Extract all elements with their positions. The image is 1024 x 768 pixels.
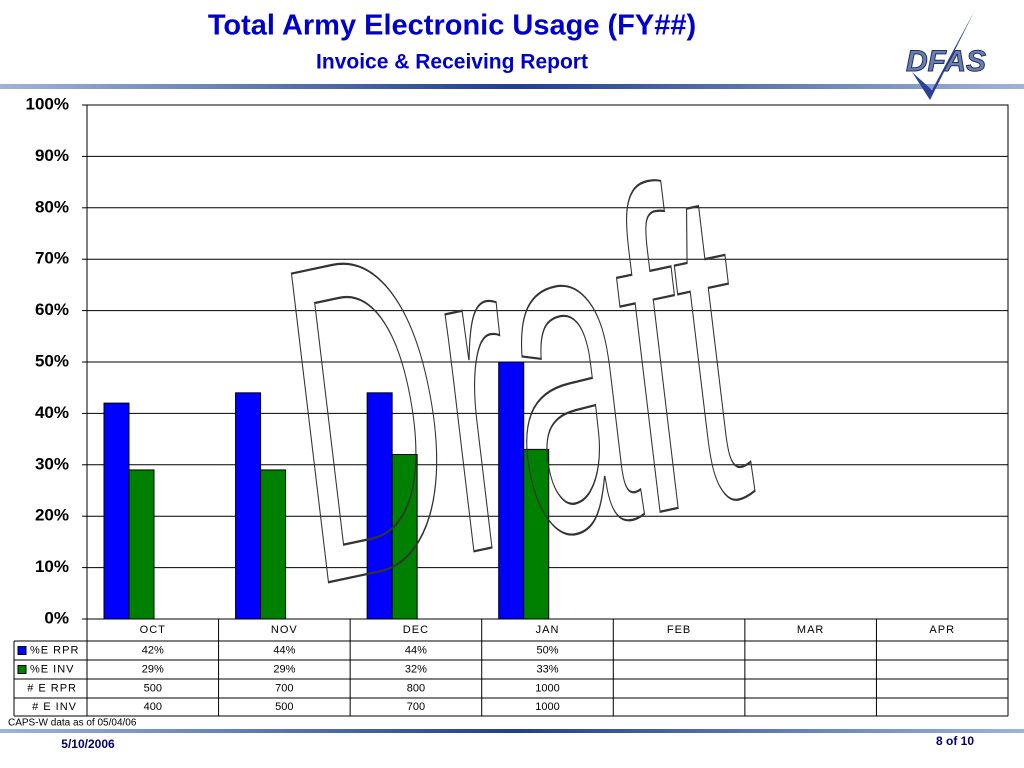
legend-label: %E RPR: [30, 644, 79, 656]
y-tick-label: 80%: [35, 197, 69, 216]
y-tick-label: 100%: [26, 94, 69, 113]
data-note: CAPS-W data as of 05/04/06: [8, 718, 137, 729]
bar: [391, 454, 418, 620]
logo-text: DFAS: [906, 45, 986, 78]
table-cell: 800: [407, 682, 425, 694]
table-cell: 400: [144, 701, 162, 713]
table-cell: 500: [275, 701, 293, 713]
table-cell: 32%: [405, 663, 427, 675]
bar: [523, 448, 550, 620]
chart-subtitle: Invoice & Receiving Report: [316, 51, 588, 74]
x-tick-label: OCT: [140, 624, 166, 636]
y-tick-label: 50%: [35, 351, 69, 370]
chart-title: Total Army Electronic Usage (FY##): [208, 10, 696, 42]
y-tick-label: 90%: [35, 146, 69, 165]
table-cell: 33%: [536, 663, 558, 675]
y-tick-label: 60%: [35, 300, 69, 319]
bar: [260, 469, 287, 620]
y-tick-label: 20%: [35, 506, 69, 525]
table-cell: 500: [144, 682, 162, 694]
x-tick-label: MAR: [797, 624, 824, 636]
x-tick-label: APR: [929, 624, 955, 636]
x-tick-label: NOV: [271, 624, 298, 636]
watermark: Draft: [238, 90, 795, 678]
footer-page: 8 of 10: [936, 734, 974, 748]
row-label: # E INV: [32, 701, 77, 713]
table-cell: 42%: [142, 644, 164, 656]
table-cell: 700: [407, 701, 425, 713]
y-tick-label: 40%: [35, 403, 69, 422]
table-cell: 700: [275, 682, 293, 694]
table-cell: 1000: [535, 682, 559, 694]
y-tick-label: 70%: [35, 249, 69, 268]
y-tick-label: 30%: [35, 454, 69, 473]
header-rule: [0, 84, 1024, 89]
x-tick-label: DEC: [403, 624, 429, 636]
table-cell: 29%: [273, 663, 295, 675]
footer-rule: [0, 729, 1024, 733]
bar: [235, 392, 262, 620]
table-cell: 44%: [405, 644, 427, 656]
table-cell: 1000: [535, 701, 559, 713]
bar: [103, 402, 130, 620]
y-tick-label: 10%: [35, 557, 69, 576]
bar: [128, 469, 155, 620]
table-cell: 50%: [536, 644, 558, 656]
table-cell: 29%: [142, 663, 164, 675]
legend-swatch: [17, 665, 27, 674]
table-cell: 44%: [273, 644, 295, 656]
row-label: # E RPR: [27, 682, 77, 694]
legend-label: %E INV: [30, 663, 75, 675]
x-tick-label: FEB: [667, 624, 691, 636]
logo: DFAS: [905, 10, 987, 100]
y-tick-label: 0%: [44, 608, 69, 627]
footer-date: 5/10/2006: [61, 737, 115, 751]
x-tick-label: JAN: [536, 624, 560, 636]
legend-swatch: [17, 646, 27, 655]
